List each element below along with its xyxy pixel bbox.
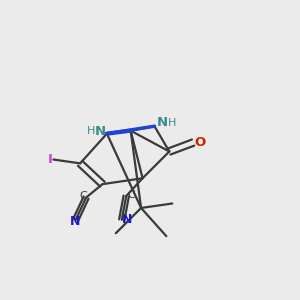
Text: O: O xyxy=(194,136,205,149)
Text: N: N xyxy=(70,215,80,228)
Text: H: H xyxy=(87,126,96,136)
Text: N: N xyxy=(95,125,106,138)
Text: H: H xyxy=(167,118,176,128)
Text: N: N xyxy=(156,116,167,129)
Text: N: N xyxy=(122,213,132,226)
Text: C: C xyxy=(128,190,135,200)
Text: I: I xyxy=(47,153,52,166)
Text: C: C xyxy=(80,191,88,201)
